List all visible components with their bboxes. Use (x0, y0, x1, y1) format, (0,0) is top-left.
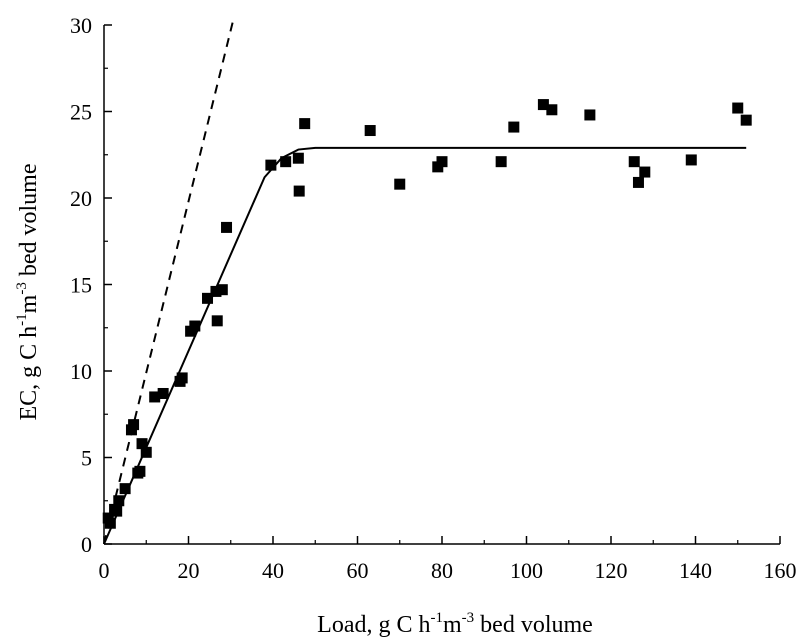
y-axis-ticks: 0 5 10 15 20 25 30 (70, 13, 112, 557)
x-axis-ticks: 0 20 40 60 80 100 120 140 160 (99, 536, 797, 583)
data-point (292, 152, 304, 164)
data-point (436, 156, 448, 168)
x-tick-label: 100 (510, 558, 543, 583)
data-point (740, 114, 752, 126)
data-point (134, 465, 146, 477)
data-point (732, 102, 744, 114)
y-tick-label: 0 (81, 532, 92, 557)
data-point (149, 391, 161, 403)
y-tick-label: 20 (70, 186, 92, 211)
x-tick-label: 20 (178, 558, 200, 583)
data-point (111, 505, 123, 517)
data-point (113, 495, 125, 507)
data-point (495, 156, 507, 168)
data-point (128, 419, 140, 431)
data-point (202, 292, 214, 304)
fit-lines (103, 21, 747, 545)
data-point (210, 285, 222, 297)
x-tick-label: 140 (679, 558, 712, 583)
data-point (639, 166, 651, 178)
data-point (394, 178, 406, 190)
solid-fit-line (103, 146, 747, 545)
data-point (176, 372, 188, 384)
data-point (364, 125, 376, 137)
x-tick-label: 0 (99, 558, 110, 583)
data-point (508, 121, 520, 133)
y-axis-title: EC, g C h-1m-3 bed volume (14, 164, 42, 421)
data-point (299, 118, 311, 130)
plot-area (103, 25, 780, 545)
data-point (119, 483, 131, 495)
y-tick-label: 15 (70, 273, 92, 298)
dashed-line (103, 21, 234, 545)
data-point (221, 221, 233, 233)
data-point (546, 104, 558, 116)
data-point (632, 176, 644, 188)
x-tick-label: 40 (262, 558, 284, 583)
x-axis-title: Load, g C h-1m-3 bed volume (317, 610, 593, 638)
data-points (102, 99, 752, 529)
y-tick-label: 10 (70, 359, 92, 384)
data-point (157, 387, 169, 399)
data-point (265, 159, 277, 171)
y-tick-label: 25 (70, 100, 92, 125)
data-point (537, 99, 549, 111)
data-point (136, 438, 148, 450)
data-point (140, 446, 152, 458)
data-point (628, 156, 640, 168)
data-point (280, 156, 292, 168)
data-point (211, 315, 223, 327)
x-tick-label: 120 (595, 558, 628, 583)
data-point (104, 517, 116, 529)
data-point (189, 320, 201, 332)
x-tick-label: 60 (347, 558, 369, 583)
y-tick-label: 5 (81, 446, 92, 471)
data-point (584, 109, 596, 121)
data-point (216, 284, 228, 296)
data-point (685, 154, 697, 166)
data-point (293, 185, 305, 197)
x-tick-label: 80 (431, 558, 453, 583)
y-tick-label: 30 (70, 13, 92, 38)
x-tick-label: 160 (764, 558, 797, 583)
